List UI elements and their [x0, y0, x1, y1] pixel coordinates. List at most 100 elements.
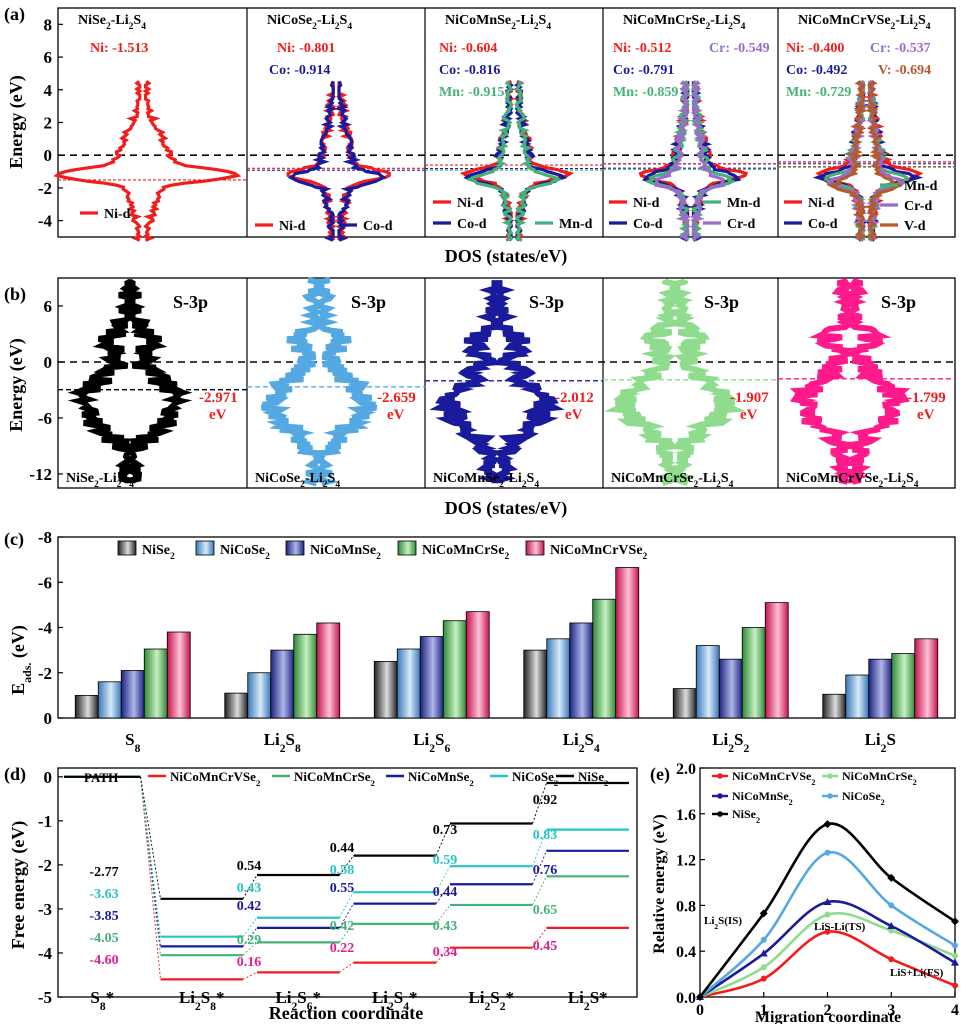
panel-e-xtick-label: 0: [696, 1002, 704, 1019]
panel-e-point: [824, 849, 831, 856]
panel-e-point: [760, 975, 767, 982]
panel-d-value-label: 0.58: [330, 863, 355, 878]
panel-d-category-label: S8*: [90, 988, 114, 1013]
panel-e-point: [760, 964, 767, 971]
panel-d-connector: [140, 776, 161, 899]
panel-a-xlabel: DOS (states/eV): [445, 246, 567, 267]
panel-a-dos-curve: [142, 80, 242, 242]
panel-b-dos-curve: [789, 277, 858, 485]
panel-d-ytick-label: -1: [38, 812, 52, 831]
panel-d-value-label: 0.92: [533, 793, 558, 808]
panel-a-dband-center-value: Ni: -1.513: [90, 41, 148, 56]
panel-e-ytick-label: 0.8: [676, 898, 696, 915]
panel-a-ytick-label: 0: [44, 146, 53, 165]
panel-e-point: [888, 902, 895, 909]
panel-e-legend-label: NiCoMnCrSe2: [842, 769, 917, 787]
panel-c-label: (c): [4, 529, 24, 550]
panel-b-ytick-label: -12: [29, 465, 52, 484]
panel-a-legend-label: Co-d: [457, 217, 487, 232]
panel-d-value-label: 0.83: [533, 828, 558, 843]
panel-e-legend-marker: [827, 793, 833, 799]
panel-b-ytick-label: -6: [38, 409, 52, 428]
panel-d-value-label: 0.44: [330, 841, 355, 856]
panel-c-frame: [57, 536, 956, 719]
panel-c-bar: [74, 694, 99, 719]
panel-d-category-label: Li2S8*: [179, 988, 225, 1013]
panel-c-bar: [914, 638, 939, 719]
panel-a-dband-center-value: Mn: -0.915: [439, 85, 504, 100]
panel-d-legend-label: NiSe2: [578, 769, 609, 788]
panel-a-dband-center-value: Ni: -0.400: [786, 41, 844, 56]
panel-e-point: [951, 958, 959, 966]
panel-d-connector: [532, 927, 547, 948]
panel-a-legend-label: Ni-d: [808, 196, 835, 211]
panel-a-ytick-label: -4: [38, 212, 53, 231]
panel-e-label: (e): [650, 764, 670, 785]
panel-a-label: (a): [4, 4, 25, 25]
panel-c-bar: [615, 567, 640, 719]
panel-a-dos-curve: [513, 80, 568, 242]
panel-b-ytick-label: 6: [44, 297, 53, 316]
panel-a-ytick-label: 4: [44, 81, 53, 100]
panel-c-bar: [891, 653, 916, 719]
panel-c-ylabel: Eads. (eV): [8, 625, 34, 695]
panel-e-legend-marker: [717, 773, 723, 779]
panel-c-legend-swatch: [117, 540, 137, 556]
panel-c-bar: [822, 693, 847, 719]
panel-d-value-label: -2.77: [89, 865, 118, 880]
panel-d-value-label: 0.22: [330, 941, 355, 956]
panel-d-connector: [435, 823, 451, 856]
panel-b-system-label: NiCoSe2-Li2S4: [255, 471, 340, 490]
panel-a-subplot-title: NiCoMnSe2-Li2S4: [445, 13, 551, 32]
panel-e-xtick-label: 2: [824, 1002, 832, 1019]
panel-d-value-label: 0.43: [237, 881, 262, 896]
panel-e-legend-marker: [717, 811, 723, 817]
panel-c-bar: [592, 598, 617, 719]
panel-e-point: [824, 911, 831, 918]
panel-d-value-label: 0.29: [237, 933, 262, 948]
panel-b-frame: [57, 277, 956, 489]
panel-d-connector: [242, 874, 258, 900]
panel-a-dband-center-value: Mn: -0.729: [786, 85, 851, 100]
panel-d-value-label: 0.44: [433, 885, 458, 900]
panel-e-ytick-label: 1.6: [676, 807, 696, 824]
panel-a-dos-curve: [690, 80, 726, 241]
panel-a-legend-label: Co-d: [808, 217, 838, 232]
panel-e-point: [952, 952, 958, 959]
panel-c-bar: [523, 649, 548, 719]
panel-e-point: [952, 942, 958, 949]
panel-a-dband-center-value: Mn: -0.859: [613, 85, 678, 100]
panel-b-system-label: NiSe2-Li2S4: [66, 471, 134, 490]
panel-e-ytick-label: 0.4: [676, 944, 696, 961]
panel-a-subplot-title: NiCoMnCrSe2-Li2S4: [623, 13, 746, 32]
panel-b-orbital-label: S-3p: [529, 292, 564, 312]
panel-a-legend-label: Mn-d: [904, 179, 938, 194]
panel-e-xlabel: Migration coordinate: [755, 1009, 901, 1024]
panel-d-label: (d): [4, 764, 26, 785]
panel-a-dos-curve: [287, 81, 338, 242]
panel-c-legend-swatch: [285, 540, 305, 556]
panel-d-ytick-label: -4: [38, 944, 53, 963]
panel-c-ytick-label: -6: [38, 573, 52, 592]
panel-c-bar: [396, 648, 421, 719]
panel-e-annotation: LiS-Li(TS): [814, 921, 866, 933]
panel-a-legend-label: Ni-d: [279, 219, 306, 234]
panel-e-point: [887, 873, 896, 882]
panel-a-dband-center-value: Ni: -0.604: [439, 41, 497, 56]
panel-c-bar: [465, 611, 490, 719]
panel-d-category-label: Li2S2*: [468, 988, 514, 1013]
panel-e-legend-label: NiCoSe2: [842, 789, 885, 807]
panel-d-value-label: 0.34: [433, 945, 458, 960]
panel-d-value-label: -3.85: [89, 909, 118, 924]
panel-d-frame: [57, 767, 638, 998]
panel-c-bar: [546, 638, 571, 719]
panel-d-value-label: -3.63: [89, 887, 118, 902]
panel-d-value-label: 0.65: [533, 903, 558, 918]
panel-c-legend-label: NiCoMnCrVSe2: [550, 543, 648, 562]
panel-a-legend-label: Cr-d: [727, 217, 755, 232]
panel-d-connector: [339, 903, 354, 929]
panel-e-point: [887, 922, 896, 930]
panel-c-ytick-label: -8: [38, 528, 52, 547]
panel-d-connector: [532, 782, 547, 824]
